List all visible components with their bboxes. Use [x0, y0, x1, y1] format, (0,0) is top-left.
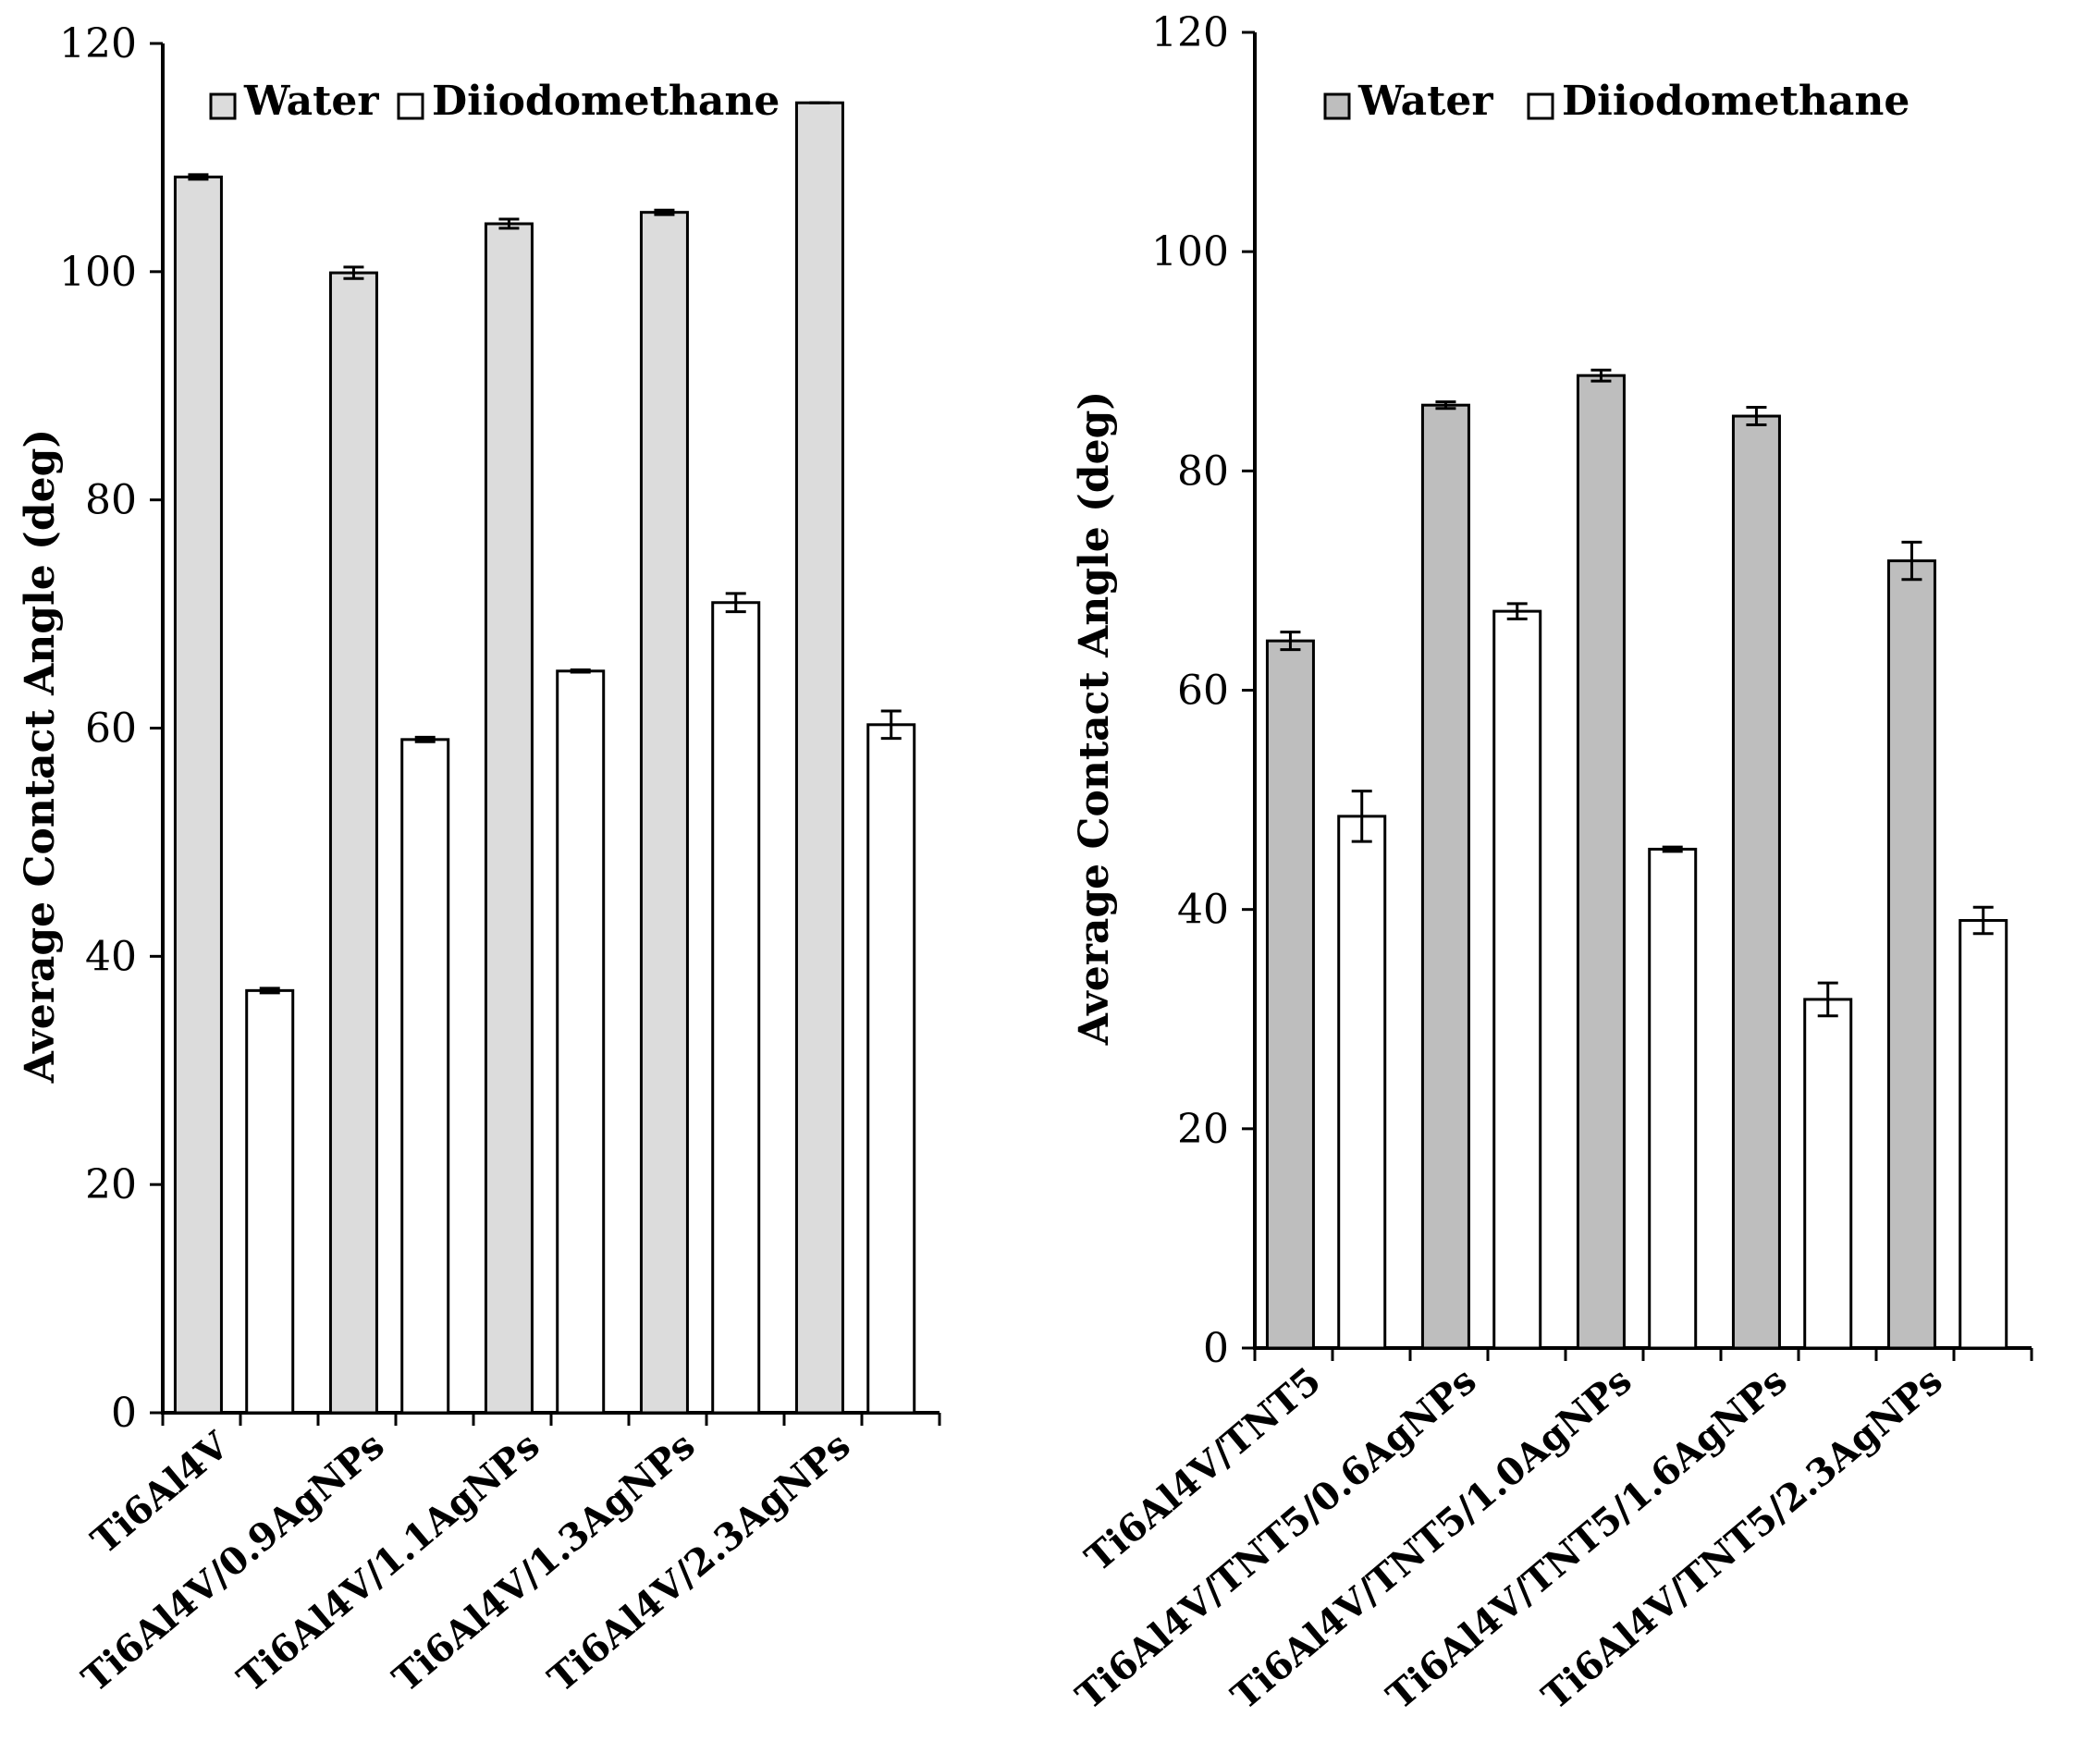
right-legend-label: Water — [1357, 78, 1493, 125]
left-bar-water — [639, 211, 689, 1415]
left-y-tick-label: 100 — [59, 249, 137, 296]
right-y-tick-label: 120 — [1151, 9, 1229, 56]
right-chart: 0 20 40 60 80 100 120 Average Contact Angle (de… — [1068, 9, 2033, 1718]
left-y-tick-label: 20 — [85, 1161, 137, 1208]
left-bar-water — [794, 101, 844, 1415]
right-y-tick-label: 80 — [1177, 447, 1229, 495]
right-y-axis-title: Average Contact Angle (deg) — [1071, 391, 1118, 1046]
right-bar-water — [1731, 414, 1781, 1350]
left-bar-water — [328, 271, 378, 1415]
left-y-tick-label: 120 — [59, 20, 137, 67]
left-legend-swatch — [397, 92, 424, 120]
left-category-label: Ti6Al4V — [83, 1423, 238, 1563]
right-y-tick-label: 100 — [1151, 228, 1229, 276]
right-bar-diiodomethane — [1648, 847, 1698, 1350]
left-legend-swatch — [209, 92, 237, 120]
left-category-label: Ti6Al4V/2.3AgNPs — [540, 1424, 858, 1701]
right-bar-water — [1576, 374, 1626, 1350]
right-y-tick-label: 0 — [1203, 1325, 1229, 1372]
right-bar-diiodomethane — [1337, 815, 1387, 1350]
left-legend-label: Diiodomethane — [432, 78, 780, 125]
left-category-label: Ti6Al4V/0.9AgNPs — [74, 1424, 392, 1701]
left-bar-diiodomethane — [556, 669, 606, 1415]
right-legend-swatch — [1527, 92, 1554, 120]
left-y-tick-label: 80 — [85, 477, 137, 524]
left-legend-label: Water — [243, 78, 379, 125]
left-category-label: Ti6Al4V/1.3AgNPs — [385, 1424, 703, 1701]
left-chart: 0 20 40 60 80 100 120 Average Contact Angle (de… — [17, 20, 941, 1701]
right-legend-swatch — [1323, 92, 1351, 120]
right-bar-water — [1420, 403, 1470, 1350]
right-y-tick-label: 40 — [1177, 887, 1229, 934]
right-bar-diiodomethane — [1492, 609, 1542, 1350]
left-bar-diiodomethane — [245, 988, 295, 1415]
left-y-tick-label: 0 — [111, 1390, 137, 1437]
left-bar-diiodomethane — [711, 601, 761, 1415]
right-bar-diiodomethane — [1803, 998, 1853, 1350]
left-y-tick-label: 60 — [85, 705, 137, 753]
left-y-axis-title: Average Contact Angle (deg) — [17, 429, 64, 1084]
left-y-tick-label: 40 — [85, 933, 137, 980]
left-bar-water — [484, 222, 534, 1415]
right-bar-water — [1886, 559, 1936, 1350]
right-y-tick-label: 60 — [1177, 668, 1229, 715]
right-legend-label: Diiodomethane — [1562, 78, 1910, 125]
right-bar-water — [1265, 639, 1315, 1350]
left-bar-diiodomethane — [866, 723, 916, 1415]
left-category-label: Ti6Al4V/1.1AgNPs — [229, 1424, 547, 1701]
right-y-tick-label: 20 — [1177, 1106, 1229, 1153]
right-bar-diiodomethane — [1959, 919, 2008, 1350]
left-bar-water — [173, 175, 223, 1415]
left-bar-diiodomethane — [400, 738, 450, 1415]
